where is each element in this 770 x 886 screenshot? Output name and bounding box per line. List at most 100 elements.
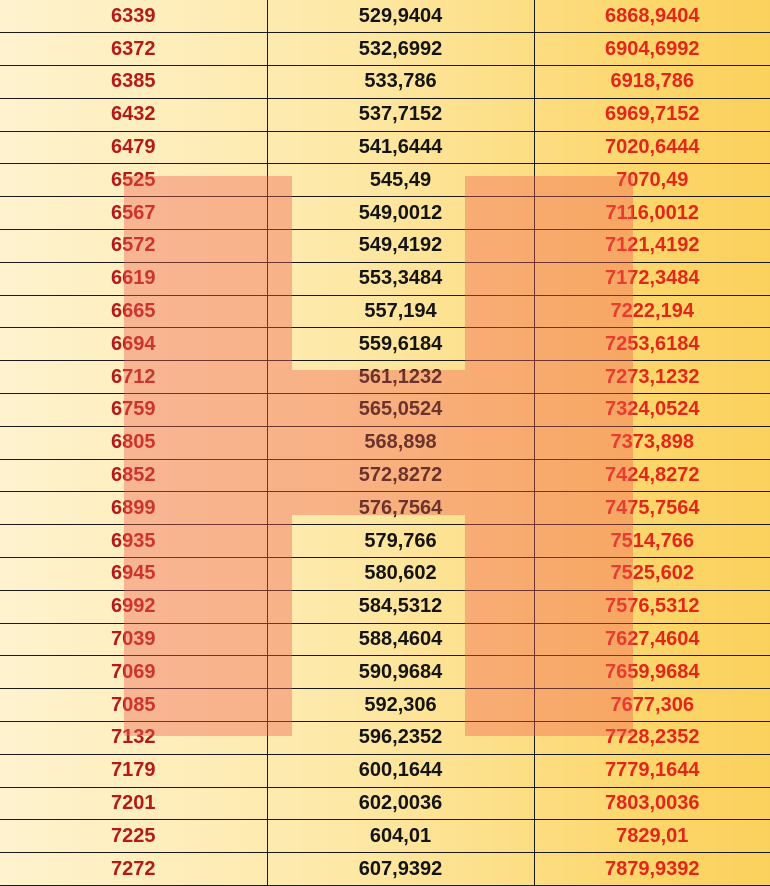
table-row: 6619 553,3484 7172,3484 (0, 262, 770, 296)
year-cell[interactable]: 7179 (0, 754, 268, 788)
total-cell[interactable]: 7779,1644 (534, 754, 770, 788)
total-cell[interactable]: 7222,194 (534, 295, 770, 329)
year-cell[interactable]: 7039 (0, 623, 268, 657)
table-row: 6805 568,898 7373,898 (0, 426, 770, 460)
tax-cell[interactable]: 545,49 (267, 163, 535, 198)
table-row: 6385 533,786 6918,786 (0, 65, 770, 99)
year-cell[interactable]: 7132 (0, 721, 268, 755)
total-cell[interactable]: 7116,0012 (534, 196, 770, 231)
total-cell[interactable]: 7121,4192 (534, 229, 770, 263)
total-cell[interactable]: 7728,2352 (534, 721, 770, 755)
year-cell[interactable]: 6572 (0, 229, 268, 263)
total-cell[interactable]: 7514,766 (534, 524, 770, 559)
table-row: 7179 600,1644 7779,1644 (0, 754, 770, 788)
year-cell[interactable]: 6525 (0, 163, 268, 198)
table-row: 6759 565,0524 7324,0524 (0, 393, 770, 427)
tax-cell[interactable]: 529,9404 (267, 0, 535, 34)
tax-cell[interactable]: 532,6992 (267, 32, 535, 67)
table-row: 6479 541,6444 7020,6444 (0, 131, 770, 165)
year-cell[interactable]: 6992 (0, 590, 268, 624)
total-cell[interactable]: 7879,9392 (534, 852, 770, 886)
table-row: 7201 602,0036 7803,0036 (0, 787, 770, 821)
total-cell[interactable]: 7070,49 (534, 163, 770, 198)
tax-cell[interactable]: 580,602 (267, 557, 535, 591)
total-cell[interactable]: 7324,0524 (534, 393, 770, 427)
year-cell[interactable]: 6479 (0, 131, 268, 165)
year-cell[interactable]: 7069 (0, 655, 268, 690)
tax-cell[interactable]: 533,786 (267, 65, 535, 99)
tax-cell[interactable]: 607,9392 (267, 852, 535, 886)
table-row: 7132 596,2352 7728,2352 (0, 721, 770, 755)
table-row: 6432 537,7152 6969,7152 (0, 98, 770, 132)
tax-cell[interactable]: 584,5312 (267, 590, 535, 624)
year-cell[interactable]: 6665 (0, 295, 268, 329)
tax-cell[interactable]: 590,9684 (267, 655, 535, 690)
tax-cell[interactable]: 579,766 (267, 524, 535, 559)
tax-cell[interactable]: 572,8272 (267, 459, 535, 493)
year-cell[interactable]: 7085 (0, 688, 268, 723)
tax-cell[interactable]: 559,6184 (267, 327, 535, 362)
total-cell[interactable]: 7525,602 (534, 557, 770, 591)
total-cell[interactable]: 7829,01 (534, 819, 770, 854)
year-cell[interactable]: 6759 (0, 393, 268, 427)
year-cell[interactable]: 6852 (0, 459, 268, 493)
total-cell[interactable]: 7677,306 (534, 688, 770, 723)
tax-cell[interactable]: 549,4192 (267, 229, 535, 263)
year-cell[interactable]: 6945 (0, 557, 268, 591)
year-cell[interactable]: 7272 (0, 852, 268, 886)
year-cell[interactable]: 6339 (0, 0, 268, 34)
table-row: 6572 549,4192 7121,4192 (0, 229, 770, 263)
year-cell[interactable]: 6372 (0, 32, 268, 67)
table-row: 6372 532,6992 6904,6992 (0, 32, 770, 67)
total-cell[interactable]: 7020,6444 (534, 131, 770, 165)
tax-cell[interactable]: 537,7152 (267, 98, 535, 132)
year-cell[interactable]: 7201 (0, 787, 268, 821)
total-cell[interactable]: 7373,898 (534, 426, 770, 460)
year-cell[interactable]: 6899 (0, 491, 268, 526)
tax-cell[interactable]: 553,3484 (267, 262, 535, 296)
tax-cell[interactable]: 600,1644 (267, 754, 535, 788)
tax-cell[interactable]: 588,4604 (267, 623, 535, 657)
total-cell[interactable]: 7172,3484 (534, 262, 770, 296)
total-cell[interactable]: 6904,6992 (534, 32, 770, 67)
total-cell[interactable]: 7424,8272 (534, 459, 770, 493)
tax-cell[interactable]: 576,7564 (267, 491, 535, 526)
total-cell[interactable]: 7253,6184 (534, 327, 770, 362)
tax-cell[interactable]: 596,2352 (267, 721, 535, 755)
year-cell[interactable]: 6619 (0, 262, 268, 296)
table-row: 6665 557,194 7222,194 (0, 295, 770, 329)
year-cell[interactable]: 6432 (0, 98, 268, 132)
tax-cell[interactable]: 604,01 (267, 819, 535, 854)
total-cell[interactable]: 7627,4604 (534, 623, 770, 657)
year-cell[interactable]: 6694 (0, 327, 268, 362)
total-cell[interactable]: 7803,0036 (534, 787, 770, 821)
table-row: 7039 588,4604 7627,4604 (0, 623, 770, 657)
tax-cell[interactable]: 557,194 (267, 295, 535, 329)
year-cell[interactable]: 7225 (0, 819, 268, 854)
year-cell[interactable]: 6385 (0, 65, 268, 99)
table-row: 6339 529,9404 6868,9404 (0, 0, 770, 34)
total-cell[interactable]: 6918,786 (534, 65, 770, 99)
total-cell[interactable]: 7659,9684 (534, 655, 770, 690)
total-cell[interactable]: 7576,5312 (534, 590, 770, 624)
total-cell[interactable]: 7475,7564 (534, 491, 770, 526)
tax-cell[interactable]: 568,898 (267, 426, 535, 460)
year-cell[interactable]: 6805 (0, 426, 268, 460)
year-cell[interactable]: 6935 (0, 524, 268, 559)
tax-cell[interactable]: 561,1232 (267, 360, 535, 395)
total-cell[interactable]: 6969,7152 (534, 98, 770, 132)
tax-cell[interactable]: 541,6444 (267, 131, 535, 165)
total-cell[interactable]: 6868,9404 (534, 0, 770, 34)
year-cell[interactable]: 6712 (0, 360, 268, 395)
tax-cell[interactable]: 565,0524 (267, 393, 535, 427)
table-row: 7225 604,01 7829,01 (0, 819, 770, 854)
year-cell[interactable]: 6567 (0, 196, 268, 231)
tax-cell[interactable]: 549,0012 (267, 196, 535, 231)
total-cell[interactable]: 7273,1232 (534, 360, 770, 395)
table-row: 6567 549,0012 7116,0012 (0, 196, 770, 231)
table-row: 6899 576,7564 7475,7564 (0, 491, 770, 526)
tax-cell[interactable]: 592,306 (267, 688, 535, 723)
tax-cell[interactable]: 602,0036 (267, 787, 535, 821)
